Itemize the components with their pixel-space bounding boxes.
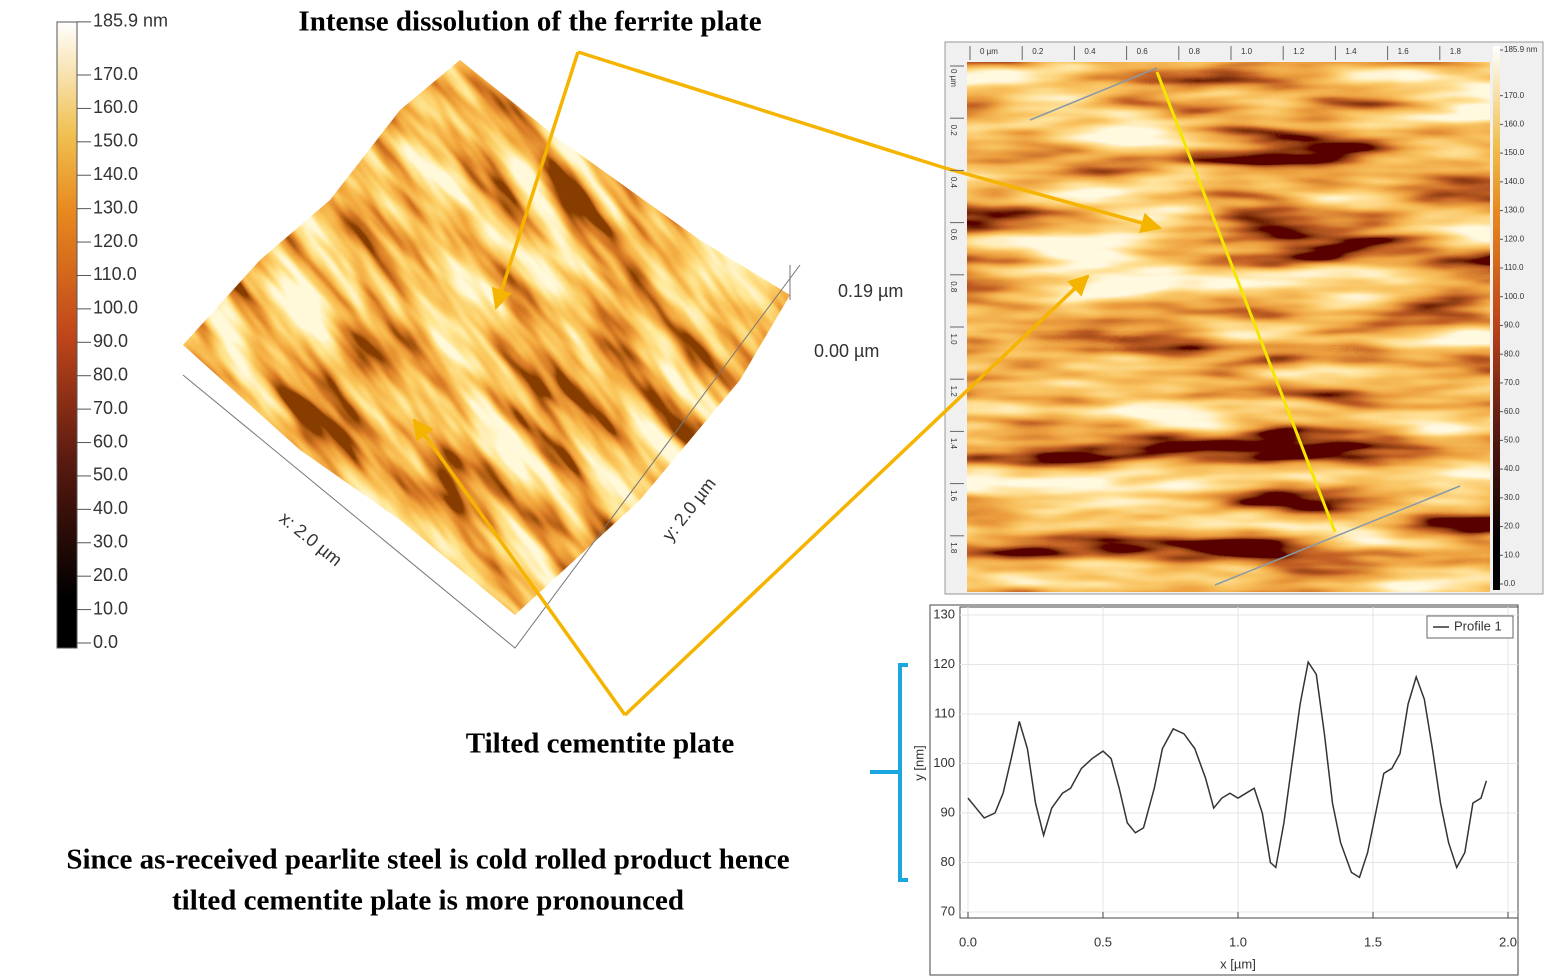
x-axis-label: x [µm] — [1220, 956, 1256, 971]
x-ruler-label: 0.4 — [1084, 47, 1096, 56]
profile-guide — [1214, 485, 1461, 586]
small-colorbar-label: 20.0 — [1504, 522, 1520, 531]
colorbar-label: 150.0 — [93, 131, 138, 151]
y-tick-label: 120 — [933, 656, 955, 671]
small-colorbar-label: 170.0 — [1504, 91, 1525, 100]
colorbar — [56, 21, 78, 649]
x-tick-label: 0.5 — [1094, 934, 1112, 949]
small-colorbar-label: 70.0 — [1504, 378, 1520, 387]
annotation: Since as-received pearlite steel is cold… — [66, 844, 789, 876]
annotation: tilted cementite plate is more pronounce… — [172, 885, 684, 917]
colorbar-label: 185.9 nm — [93, 11, 168, 31]
x-ruler-label: 0.2 — [1032, 47, 1044, 56]
small-colorbar-label: 10.0 — [1504, 550, 1520, 559]
y-ruler-label: 1.4 — [949, 438, 958, 450]
surface-axes — [182, 264, 801, 649]
y-tick-label: 110 — [934, 705, 955, 720]
colorbar-label: 40.0 — [93, 498, 128, 518]
small-colorbar-label: 80.0 — [1504, 349, 1520, 358]
y-ruler-label: 0 µm — [949, 69, 958, 87]
small-colorbar-label: 160.0 — [1504, 120, 1525, 129]
arrows — [412, 50, 1163, 717]
small-colorbar-label: 0.0 — [1504, 579, 1516, 588]
legend-box — [1426, 615, 1514, 639]
colorbar-label: 160.0 — [93, 97, 138, 117]
colorbar-label: 170.0 — [93, 64, 138, 84]
x-ruler-label: 0 µm — [980, 47, 998, 56]
small-colorbar-label: 130.0 — [1504, 206, 1525, 215]
y-tick-label: 100 — [933, 755, 955, 770]
profile-line — [1155, 71, 1337, 533]
small-colorbar-label: 30.0 — [1504, 493, 1520, 502]
y-axis-label: y [nm] — [911, 745, 926, 780]
x-ruler-label: 1.6 — [1398, 47, 1410, 56]
y-ruler-label: 1.6 — [949, 490, 958, 502]
bracket — [870, 663, 908, 882]
y-ruler-label: 1.8 — [949, 542, 958, 554]
z-bottom-label: 0.00 µm — [814, 341, 879, 361]
annotation: Intense dissolution of the ferrite plate — [298, 6, 761, 38]
y-tick-label: 70 — [941, 903, 955, 918]
x-tick-label: 1.5 — [1364, 934, 1382, 949]
x-tick-label: 2.0 — [1499, 934, 1517, 949]
colorbar-label: 30.0 — [93, 532, 128, 552]
afm-image — [967, 62, 1490, 592]
x-ruler-label: 1.2 — [1293, 47, 1305, 56]
colorbar-label: 80.0 — [93, 364, 128, 384]
y-length-label: y: 2.0 µm — [658, 474, 720, 545]
small-colorbar-label: 110.0 — [1504, 263, 1524, 272]
colorbar-label: 60.0 — [93, 431, 128, 451]
small-colorbar-label: 185.9 nm — [1504, 45, 1538, 54]
plot-area — [959, 606, 1519, 919]
colorbar-label: 90.0 — [93, 331, 128, 351]
colorbar-label: 140.0 — [93, 164, 138, 184]
y-tick-label: 90 — [941, 804, 955, 819]
profile-line — [967, 660, 1488, 879]
colorbar-label: 70.0 — [93, 398, 128, 418]
y-ruler-label: 0.6 — [949, 229, 958, 241]
y-ruler-label: 1.2 — [949, 386, 958, 398]
colorbar-label: 110.0 — [93, 264, 137, 284]
colorbar-label: 50.0 — [93, 465, 128, 485]
x-length-label: x: 2.0 µm — [276, 508, 346, 570]
x-ruler-label: 1.8 — [1450, 47, 1462, 56]
small-colorbar-label: 120.0 — [1504, 234, 1525, 243]
x-tick-label: 0.0 — [959, 934, 977, 949]
small-colorbar-label: 140.0 — [1504, 177, 1525, 186]
small-colorbar-label: 150.0 — [1504, 148, 1525, 157]
colorbar-label: 0.0 — [93, 632, 118, 652]
x-tick-label: 1.0 — [1229, 934, 1247, 949]
small-colorbar-label: 40.0 — [1504, 464, 1520, 473]
y-tick-label: 80 — [941, 854, 955, 869]
x-ruler-label: 0.6 — [1137, 47, 1149, 56]
y-ruler-label: 1.0 — [949, 333, 958, 345]
y-ruler-label: 0.4 — [949, 177, 958, 189]
colorbar-label: 20.0 — [93, 565, 128, 585]
small-colorbar-label: 100.0 — [1504, 292, 1525, 301]
colorbar-label: 120.0 — [93, 231, 138, 251]
small-colorbar-label: 90.0 — [1504, 321, 1520, 330]
x-ruler-label: 1.0 — [1241, 47, 1253, 56]
y-ruler-label: 0.2 — [949, 125, 958, 137]
annotation: Tilted cementite plate — [466, 728, 735, 760]
x-ruler-label: 0.8 — [1189, 47, 1201, 56]
y-ruler-label: 0.8 — [949, 281, 958, 293]
small-colorbar-label: 50.0 — [1504, 435, 1520, 444]
legend-label: Profile 1 — [1454, 618, 1502, 633]
small-colorbar — [1493, 46, 1500, 590]
y-tick-label: 130 — [933, 606, 955, 621]
colorbar-label: 130.0 — [93, 197, 138, 217]
x-ruler-label: 1.4 — [1345, 47, 1357, 56]
profile-panel — [929, 604, 1519, 976]
z-top-label: 0.19 µm — [838, 281, 903, 301]
colorbar-label: 10.0 — [93, 598, 128, 618]
colorbar-label: 100.0 — [93, 298, 138, 318]
profile-guide — [1029, 67, 1158, 121]
small-colorbar-label: 60.0 — [1504, 407, 1520, 416]
